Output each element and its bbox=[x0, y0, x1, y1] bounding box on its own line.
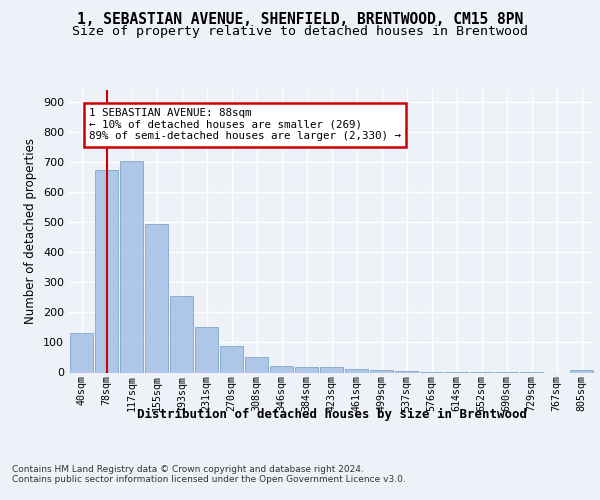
Text: Size of property relative to detached houses in Brentwood: Size of property relative to detached ho… bbox=[72, 25, 528, 38]
Text: 1 SEBASTIAN AVENUE: 88sqm
← 10% of detached houses are smaller (269)
89% of semi: 1 SEBASTIAN AVENUE: 88sqm ← 10% of detac… bbox=[89, 108, 401, 141]
Bar bbox=[195, 327, 218, 372]
Bar bbox=[145, 224, 168, 372]
Bar bbox=[170, 296, 193, 372]
Text: 1, SEBASTIAN AVENUE, SHENFIELD, BRENTWOOD, CM15 8PN: 1, SEBASTIAN AVENUE, SHENFIELD, BRENTWOO… bbox=[77, 12, 523, 28]
Bar bbox=[270, 366, 293, 372]
Bar bbox=[220, 346, 243, 372]
Bar bbox=[295, 367, 318, 372]
Bar bbox=[70, 334, 93, 372]
Text: Contains HM Land Registry data © Crown copyright and database right 2024.
Contai: Contains HM Land Registry data © Crown c… bbox=[12, 465, 406, 484]
Bar bbox=[95, 170, 118, 372]
Bar bbox=[120, 160, 143, 372]
Bar bbox=[345, 370, 368, 372]
Text: Distribution of detached houses by size in Brentwood: Distribution of detached houses by size … bbox=[137, 408, 527, 420]
Bar bbox=[245, 357, 268, 372]
Y-axis label: Number of detached properties: Number of detached properties bbox=[25, 138, 37, 324]
Bar bbox=[370, 370, 393, 372]
Bar bbox=[320, 367, 343, 372]
Bar bbox=[570, 370, 593, 372]
